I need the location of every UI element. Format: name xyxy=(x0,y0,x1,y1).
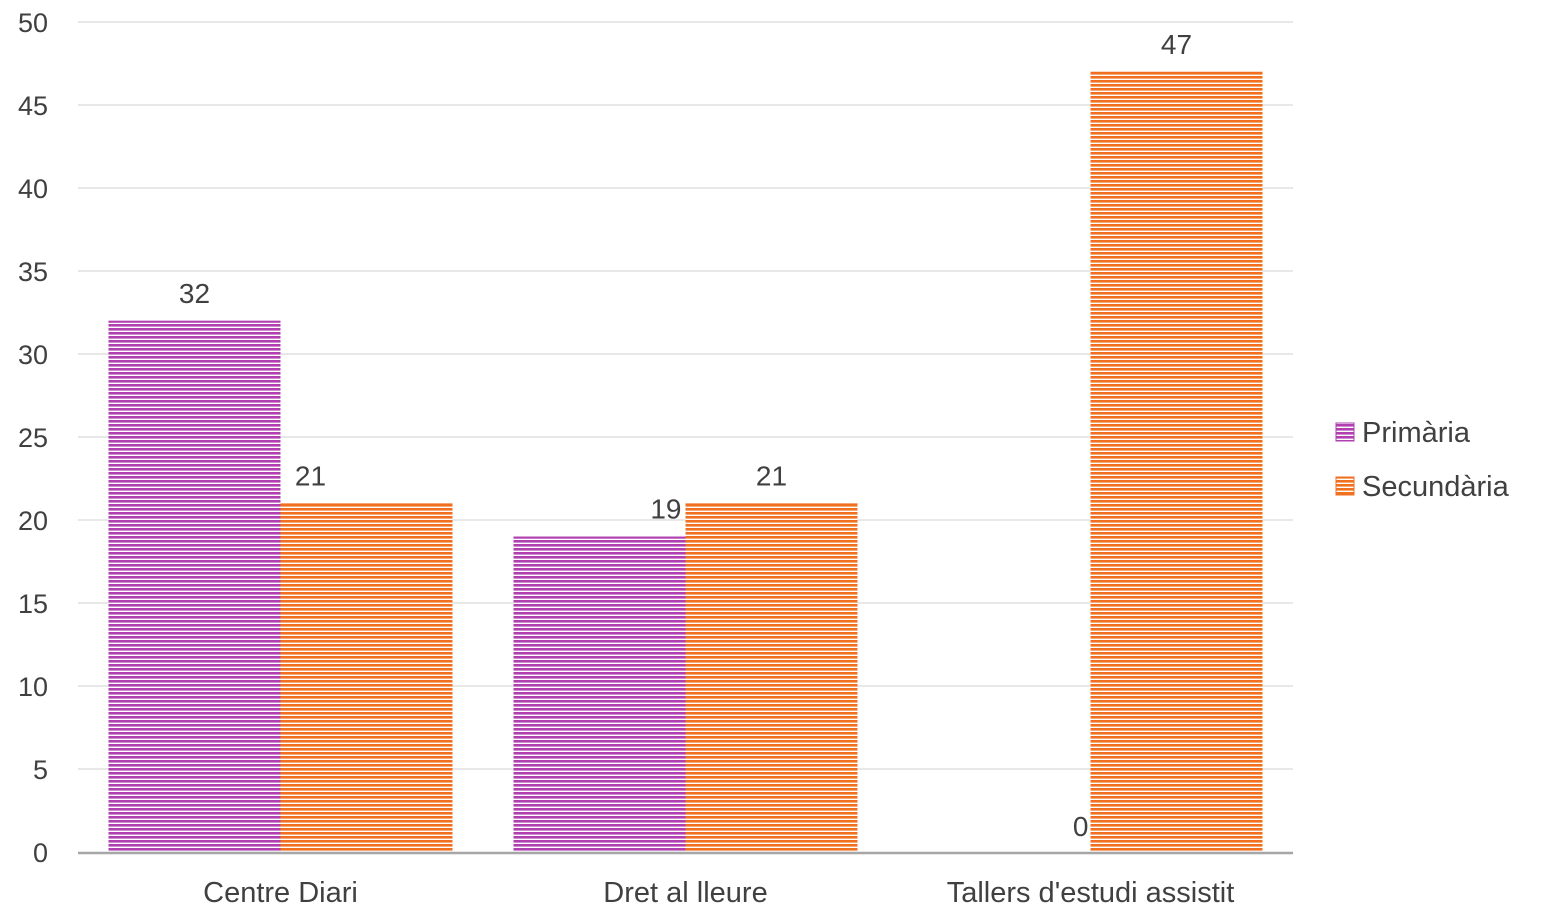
legend-swatch xyxy=(1335,422,1355,442)
legend: Primària Secundària xyxy=(1335,417,1510,503)
data-label: 0 xyxy=(1073,811,1089,842)
bar-secundaria xyxy=(1090,71,1263,853)
y-tick-label: 45 xyxy=(18,91,48,121)
y-tick-label: 10 xyxy=(18,672,48,702)
data-label: 19 xyxy=(650,494,681,525)
y-tick-label: 35 xyxy=(18,257,48,287)
legend-label: Secundària xyxy=(1362,471,1510,503)
legend-item: Primària xyxy=(1335,417,1471,449)
x-category-label: Dret al lleure xyxy=(603,877,767,909)
data-labels: 32 21 19 21 0 47 xyxy=(179,29,1192,842)
data-label: 32 xyxy=(179,278,210,309)
data-label: 21 xyxy=(756,460,787,491)
data-label: 47 xyxy=(1161,29,1192,60)
y-tick-label: 40 xyxy=(18,174,48,204)
x-category-label: Centre Diari xyxy=(203,877,358,909)
y-tick-label: 5 xyxy=(33,755,48,785)
x-category-label: Tallers d'estudi assistit xyxy=(947,877,1235,909)
bar-secundaria xyxy=(280,503,453,852)
y-axis-tick-labels: 0 5 10 15 20 25 30 35 40 45 50 xyxy=(18,8,48,868)
x-axis-category-labels: Centre Diari Dret al lleure Tallers d'estu… xyxy=(203,877,1234,909)
legend-label: Primària xyxy=(1362,417,1471,449)
y-tick-label: 25 xyxy=(18,423,48,453)
bar-primaria xyxy=(513,536,686,852)
y-tick-label: 15 xyxy=(18,589,48,619)
bars xyxy=(108,71,1263,853)
y-tick-label: 50 xyxy=(18,8,48,38)
bar-primaria xyxy=(108,320,281,852)
y-tick-label: 30 xyxy=(18,340,48,370)
data-label: 21 xyxy=(295,460,326,491)
legend-item: Secundària xyxy=(1335,471,1510,503)
legend-swatch xyxy=(1335,476,1355,496)
bar-secundaria xyxy=(685,503,858,852)
y-tick-label: 0 xyxy=(33,838,48,868)
y-tick-label: 20 xyxy=(18,506,48,536)
